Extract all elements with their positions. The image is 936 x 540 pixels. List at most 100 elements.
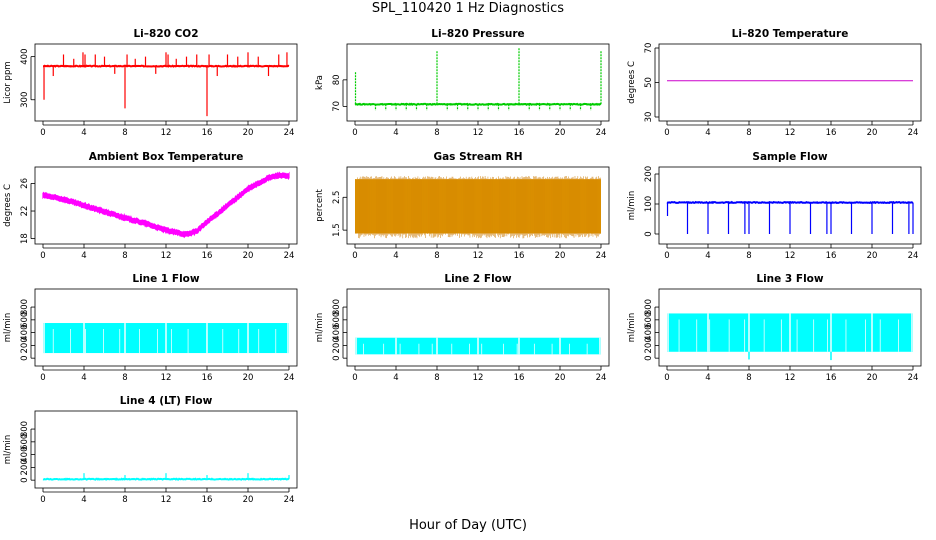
series-band (355, 179, 601, 234)
x-tick-label: 20 (243, 495, 254, 505)
x-tick-label: 20 (243, 128, 254, 138)
y-tick-label: 26 (20, 178, 30, 189)
y-tick-label: 200 (644, 166, 654, 182)
panel-title: Li–820 Temperature (732, 28, 849, 40)
x-tick-label: 24 (908, 128, 919, 138)
y-tick-label: 200 (644, 337, 654, 353)
x-tick-label: 8 (746, 251, 751, 261)
x-tick-label: 4 (81, 128, 86, 138)
y-tick-label: 0 (20, 477, 30, 482)
x-tick-label: 0 (40, 128, 45, 138)
y-axis-label: ml/min (3, 435, 13, 465)
x-tick-label: 4 (81, 373, 86, 383)
y-tick-label: 0 (644, 355, 654, 360)
y-tick-label: 70 (332, 101, 342, 112)
y-tick-label: 200 (20, 337, 30, 353)
x-tick-label: 16 (514, 251, 525, 261)
x-tick-label: 12 (161, 251, 172, 261)
y-tick-label: 18 (20, 233, 30, 244)
y-axis-label: percent (315, 189, 325, 222)
y-tick-label: 200 (332, 337, 342, 353)
panel-title: Li–820 CO2 (133, 28, 198, 40)
x-tick-label: 0 (664, 251, 669, 261)
x-tick-label: 16 (202, 373, 213, 383)
y-axis-label: ml/min (3, 313, 13, 343)
plot-frame (346, 288, 610, 367)
x-tick-label: 0 (40, 373, 45, 383)
x-tick-label: 0 (352, 373, 357, 383)
x-tick-label: 24 (908, 251, 919, 261)
x-tick-label: 20 (867, 373, 878, 383)
x-tick-label: 0 (40, 495, 45, 505)
x-tick-label: 24 (596, 373, 607, 383)
y-axis-label: ml/min (627, 191, 637, 221)
x-tick-label: 24 (596, 251, 607, 261)
x-tick-label: 12 (473, 251, 484, 261)
y-axis-label: ml/min (315, 313, 325, 343)
y-tick-label: 2.5 (332, 191, 342, 205)
panel-1: Li–820 CO2 Licor ppm 0 4 8 12 16 20 24 300 400 (3, 28, 298, 138)
y-tick-label: 0 (332, 355, 342, 360)
y-tick-label: 30 (644, 112, 654, 123)
x-tick-label: 20 (867, 128, 878, 138)
panel-7: Line 1 Flow ml/min 0 4 8 12 16 20 24 0 20040060080… (3, 273, 298, 383)
x-tick-label: 8 (434, 128, 439, 138)
x-tick-label: 12 (785, 373, 796, 383)
panel-title: Li–820 Pressure (431, 28, 524, 40)
panel-4: Ambient Box Temperature degrees C 0 4 8 12 16 2… (3, 151, 298, 261)
x-tick-label: 0 (40, 251, 45, 261)
y-tick-label: 0 (20, 355, 30, 360)
x-tick-label: 0 (664, 373, 669, 383)
y-tick-label: 400 (20, 324, 30, 340)
x-tick-label: 16 (202, 251, 213, 261)
y-tick-label: 400 (20, 446, 30, 462)
y-axis-label: kPa (315, 75, 325, 90)
x-tick-label: 12 (785, 251, 796, 261)
panel-title: Line 1 Flow (132, 273, 199, 285)
y-tick-label: 1.5 (332, 223, 342, 237)
y-tick-label: 100 (644, 196, 654, 212)
x-tick-label: 4 (705, 128, 710, 138)
x-tick-label: 12 (161, 128, 172, 138)
y-tick-label: 50 (644, 77, 654, 88)
y-tick-label: 80 (332, 74, 342, 85)
x-tick-label: 0 (352, 128, 357, 138)
x-tick-label: 4 (393, 251, 398, 261)
x-tick-label: 20 (555, 373, 566, 383)
plot-frame (346, 43, 610, 122)
series-line (43, 64, 290, 68)
x-tick-label: 0 (664, 128, 669, 138)
y-tick-label: 22 (20, 206, 30, 217)
panel-3: Li–820 Temperature degrees C 0 4 8 12 16 20 24 30… (627, 28, 922, 138)
x-tick-label: 16 (826, 373, 837, 383)
x-tick-label: 4 (705, 251, 710, 261)
x-tick-label: 4 (393, 128, 398, 138)
y-axis-label: degrees C (627, 61, 637, 104)
x-tick-label: 16 (514, 373, 525, 383)
x-tick-label: 12 (161, 373, 172, 383)
y-axis-label: degrees C (3, 184, 13, 227)
x-tick-label: 20 (867, 251, 878, 261)
y-tick-label: 600 (20, 312, 30, 328)
x-tick-label: 16 (514, 128, 525, 138)
y-tick-label: 400 (644, 324, 654, 340)
x-tick-label: 16 (826, 128, 837, 138)
x-tick-label: 8 (746, 373, 751, 383)
panel-2: Li–820 Pressure kPa 0 4 8 12 16 20 24 70 80 (315, 28, 610, 138)
panel-title: Sample Flow (752, 151, 827, 163)
panel-10: Line 4 (LT) Flow ml/min 0 4 8 12 16 20 24 0 200400… (3, 395, 298, 505)
y-tick-label: 800 (644, 299, 654, 315)
figure-title: SPL_110420 1 Hz Diagnostics (371, 1, 565, 16)
y-tick-label: 400 (332, 324, 342, 340)
y-tick-label: 200 (20, 459, 30, 475)
plot-frame (658, 43, 922, 122)
x-tick-label: 24 (284, 495, 295, 505)
x-tick-label: 24 (908, 373, 919, 383)
x-tick-label: 20 (243, 251, 254, 261)
panel-6: Sample Flow ml/min 0 4 8 12 16 20 24 0 100 200 (627, 151, 922, 261)
y-tick-label: 600 (644, 312, 654, 328)
x-tick-label: 16 (826, 251, 837, 261)
x-tick-label: 20 (555, 128, 566, 138)
figure-x-axis-title: Hour of Day (UTC) (409, 518, 527, 533)
